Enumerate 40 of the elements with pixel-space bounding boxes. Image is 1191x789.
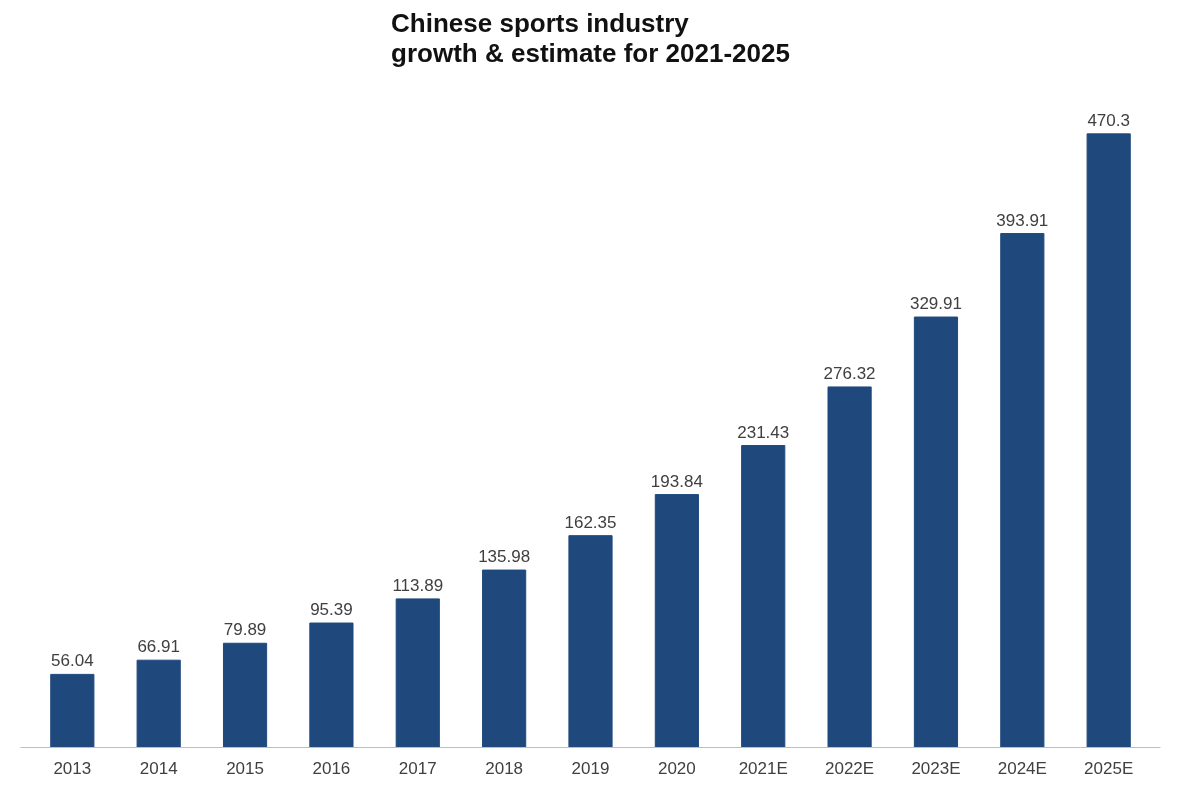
bar <box>309 622 354 748</box>
bar <box>222 642 268 748</box>
x-tick-label: 2017 <box>398 758 437 778</box>
data-label: 231.43 <box>737 422 790 442</box>
bar <box>395 598 440 748</box>
bar <box>482 569 527 748</box>
data-label: 66.91 <box>137 637 180 657</box>
x-tick-label: 2014 <box>139 758 178 778</box>
data-label: 95.39 <box>310 600 353 620</box>
data-label: 79.89 <box>223 620 267 640</box>
data-label: 113.89 <box>392 575 444 595</box>
x-tick-label: 2019 <box>571 758 610 778</box>
bar <box>654 494 699 748</box>
x-tick-label: 2015 <box>226 758 264 778</box>
x-tick-label: 2021E <box>738 758 788 778</box>
bar <box>741 445 786 748</box>
x-tick-label: 2022E <box>825 758 875 778</box>
bar <box>913 316 959 748</box>
bar <box>136 659 181 748</box>
bar <box>50 673 95 748</box>
x-tick-label: 2024E <box>997 758 1047 778</box>
x-tick-label: 2020 <box>657 758 696 778</box>
data-label: 329.91 <box>909 294 962 314</box>
x-tick-label: 2018 <box>485 758 524 778</box>
x-tick-label: 2016 <box>312 758 351 778</box>
data-label: 193.84 <box>650 471 703 491</box>
data-label: 393.91 <box>996 210 1049 230</box>
chart-title: Chinese sports industry growth & estimate for 2021-2025 <box>391 7 790 68</box>
data-label: 276.32 <box>823 363 876 383</box>
data-label: 135.98 <box>478 547 531 567</box>
data-label: 470.3 <box>1087 110 1130 130</box>
bar <box>1086 133 1131 748</box>
x-tick-label: 2023E <box>911 758 961 778</box>
bar <box>568 535 613 748</box>
x-tick-label: 2013 <box>53 758 92 778</box>
bar <box>827 386 872 748</box>
data-label: 162.35 <box>564 512 617 532</box>
x-tick-label: 2025E <box>1084 758 1134 778</box>
data-label: 56.04 <box>51 651 94 671</box>
bar <box>1000 233 1045 748</box>
